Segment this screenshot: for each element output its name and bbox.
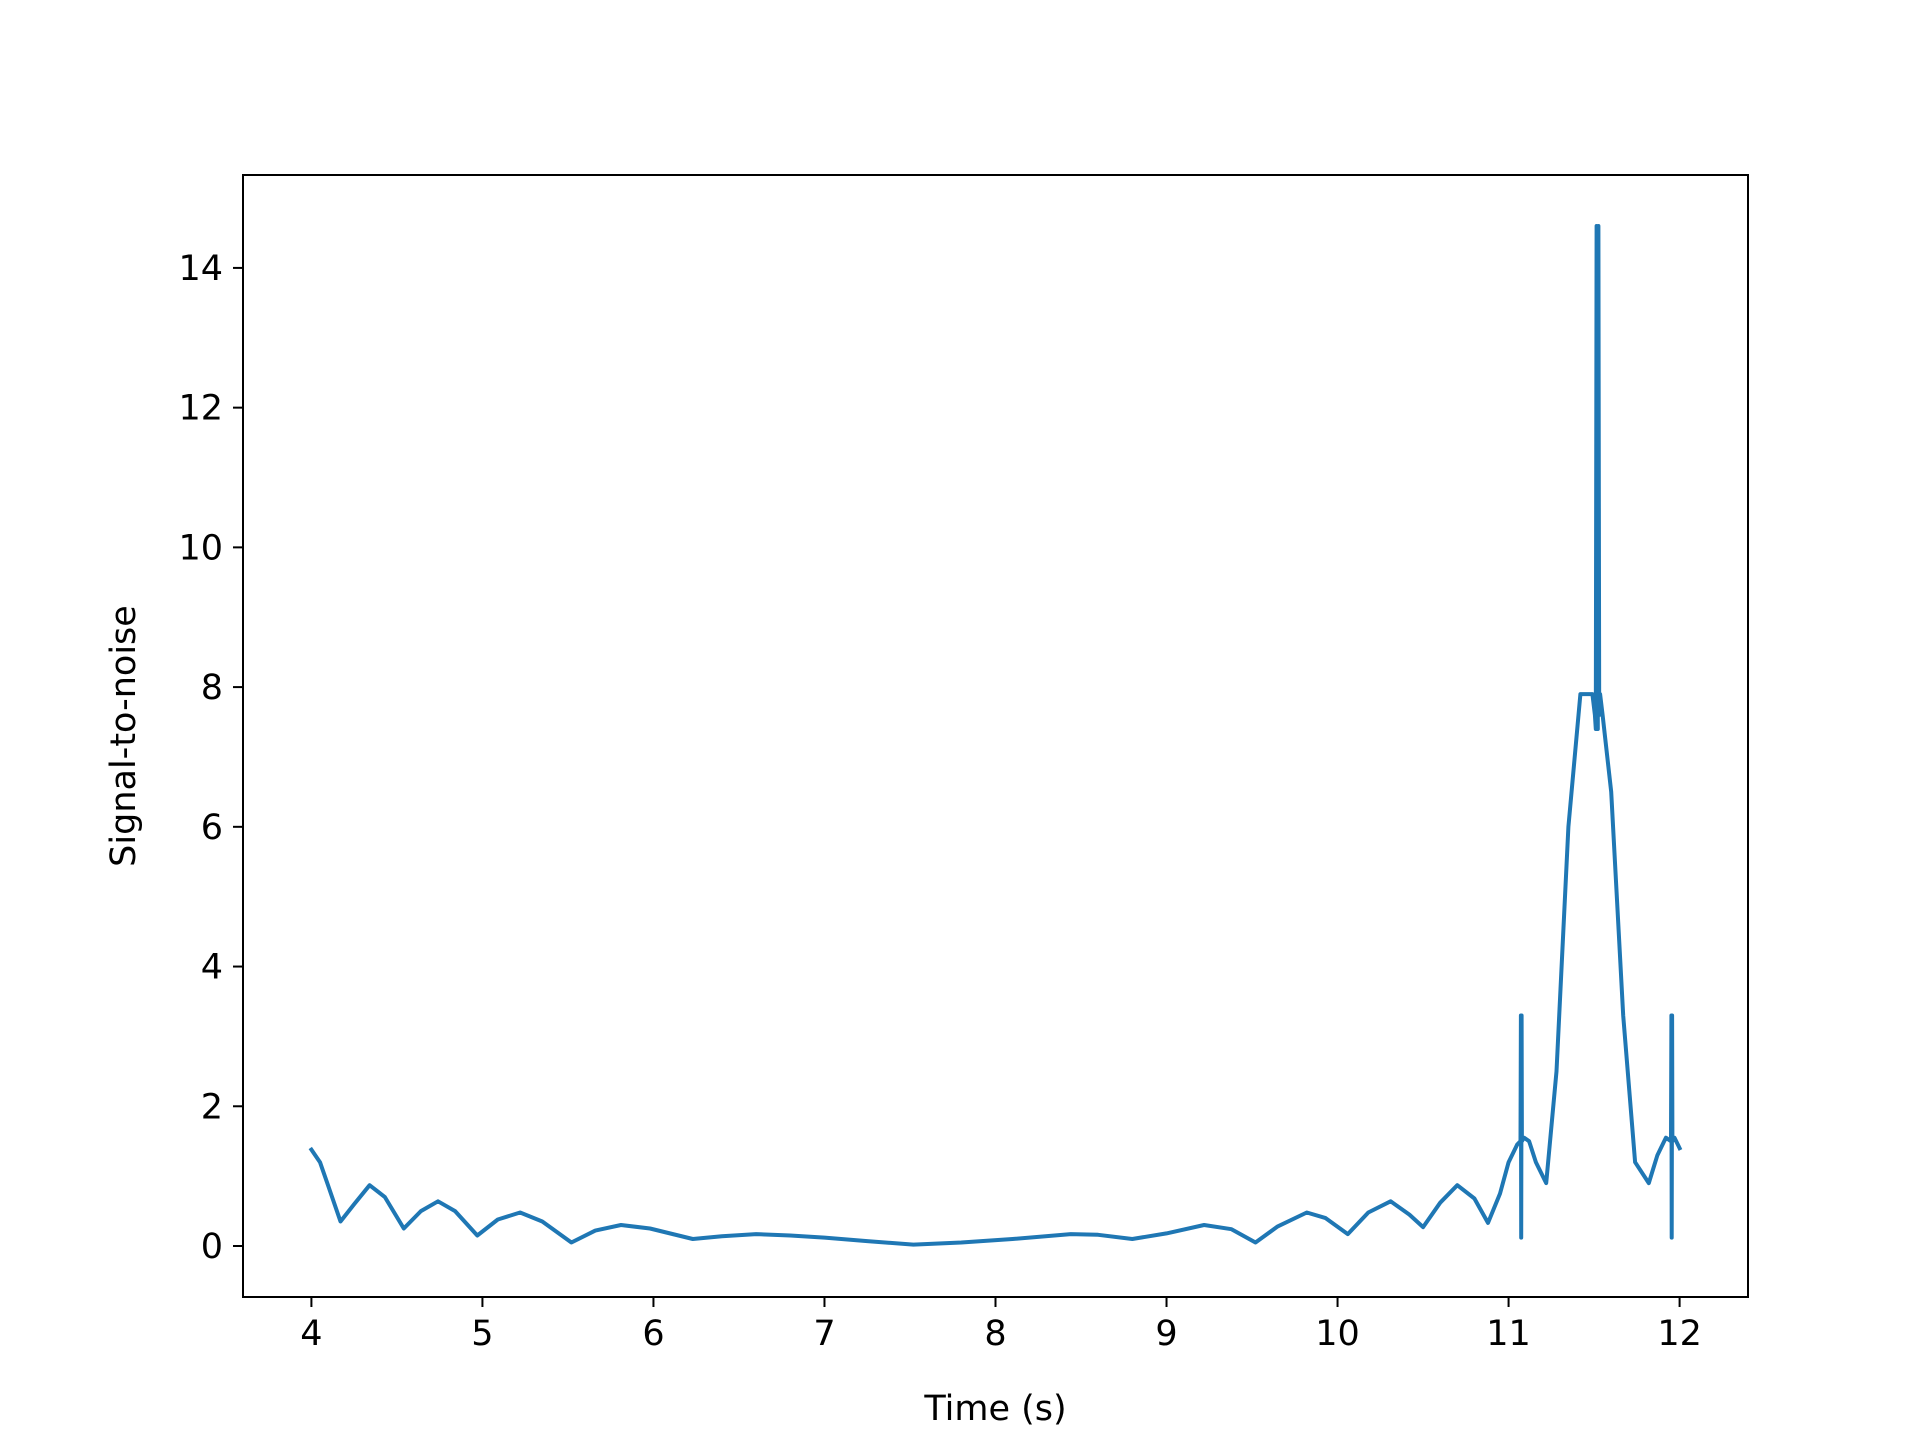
x-tick-label: 10 bbox=[1315, 1314, 1360, 1354]
y-axis-ticks: 0 2 4 6 8 10 12 14 bbox=[178, 249, 243, 1267]
x-tick-label: 9 bbox=[1155, 1314, 1177, 1354]
series-line-0 bbox=[308, 224, 1683, 1247]
x-tick-label: 8 bbox=[984, 1314, 1006, 1354]
x-axis-ticks: 4 5 6 7 8 9 10 11 12 bbox=[300, 1297, 1702, 1354]
y-tick-label: 4 bbox=[201, 948, 223, 988]
plot-frame bbox=[242, 174, 1749, 1298]
x-tick-label: 11 bbox=[1486, 1314, 1531, 1354]
y-tick-label: 10 bbox=[178, 528, 223, 568]
x-tick-label: 12 bbox=[1657, 1314, 1702, 1354]
y-tick-label: 0 bbox=[201, 1227, 223, 1267]
y-tick-label: 12 bbox=[178, 389, 223, 429]
x-tick-label: 5 bbox=[471, 1314, 493, 1354]
y-tick-label: 2 bbox=[201, 1087, 223, 1127]
x-axis-label: Time (s) bbox=[923, 1389, 1066, 1429]
x-tick-label: 7 bbox=[813, 1314, 835, 1354]
plot-area bbox=[308, 224, 1683, 1247]
x-tick-label: 6 bbox=[642, 1314, 664, 1354]
y-axis-label: Signal-to-noise bbox=[104, 605, 144, 867]
x-tick-label: 4 bbox=[300, 1314, 322, 1354]
y-tick-label: 8 bbox=[201, 668, 223, 708]
y-tick-label: 6 bbox=[201, 808, 223, 848]
y-tick-label: 14 bbox=[178, 249, 223, 289]
